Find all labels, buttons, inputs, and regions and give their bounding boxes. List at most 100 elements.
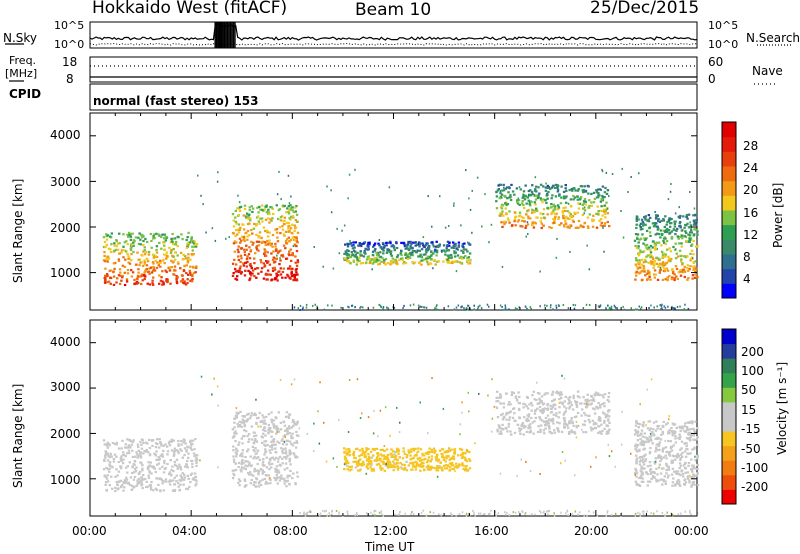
power-cell [558, 194, 561, 197]
power-cell [603, 250, 605, 253]
power-cell [645, 229, 649, 232]
velocity-cell [561, 401, 564, 404]
power-cell [239, 260, 242, 264]
velocity-cell [667, 432, 670, 435]
power-cell [522, 190, 526, 193]
power-cell [530, 201, 533, 204]
power-cell [692, 253, 695, 256]
power-cell [395, 262, 398, 265]
velocity-cell [541, 408, 545, 411]
velocity-cell [243, 423, 246, 426]
power-cell [336, 227, 338, 230]
velocity-cell [387, 459, 390, 462]
power-cell [371, 250, 375, 253]
power-cell [640, 263, 643, 266]
velocity-cell [235, 416, 238, 419]
power-cell [290, 195, 292, 198]
velocity-cell [640, 480, 644, 483]
velocity-cell [513, 412, 516, 415]
velocity-cell [394, 454, 398, 457]
velocity-cell [358, 455, 361, 458]
power-cell [284, 276, 287, 279]
power-cell [365, 261, 368, 264]
velocity-cell [657, 456, 660, 459]
velocity-cell [257, 425, 259, 428]
velocity-cell [681, 455, 684, 458]
power-cell [660, 308, 662, 310]
velocity-cell [291, 477, 294, 480]
velocity-cell [233, 421, 236, 424]
velocity-cell [634, 473, 636, 476]
power-cell [284, 240, 288, 243]
velocity-cell [274, 456, 278, 459]
power-cell [193, 240, 196, 243]
velocity-cell [461, 452, 465, 455]
power-cell [674, 257, 678, 260]
power-cell [505, 203, 508, 206]
velocity-cell [668, 450, 672, 453]
power-cell [234, 209, 237, 212]
velocity-cell [662, 456, 665, 459]
power-cell [417, 261, 421, 265]
velocity-cell [538, 397, 541, 400]
power-cell [480, 307, 483, 310]
velocity-cell [361, 450, 364, 453]
velocity-cell [538, 409, 542, 412]
velocity-cell [348, 379, 351, 381]
velocity-cell [419, 469, 422, 472]
power-cell [159, 265, 162, 268]
velocity-cell [684, 481, 688, 484]
velocity-cell [546, 392, 549, 395]
velocity-cell [461, 411, 463, 414]
power-cell [635, 226, 638, 230]
power-cell [692, 219, 696, 223]
power-cell [595, 196, 598, 199]
power-cell [289, 248, 292, 251]
velocity-cell [392, 469, 395, 472]
velocity-cell [178, 466, 181, 469]
velocity-cell [670, 426, 673, 430]
velocity-cell [396, 406, 398, 409]
power-cell [601, 170, 604, 173]
velocity-cell [187, 452, 190, 455]
power-cell [577, 188, 580, 191]
power-cell [546, 186, 549, 189]
power-cell [421, 242, 424, 245]
power-cell [529, 217, 532, 220]
velocity-cell [397, 513, 399, 516]
velocity-colorbar-segment [722, 416, 736, 432]
velocity-cell [139, 456, 143, 459]
power-cell [582, 200, 586, 203]
velocity-cell [237, 478, 241, 481]
power-cell [663, 305, 665, 308]
power-cell [405, 256, 408, 259]
power-cell [352, 259, 355, 262]
velocity-cell [405, 456, 408, 459]
power-cell [690, 231, 693, 234]
velocity-cell [173, 460, 176, 464]
velocity-cell [193, 472, 197, 475]
power-cell [253, 262, 256, 265]
power-cell [449, 261, 452, 264]
velocity-cell [637, 426, 640, 429]
velocity-cell [295, 430, 298, 433]
velocity-cell [259, 425, 262, 428]
velocity-cell [258, 411, 261, 415]
power-cell [579, 225, 582, 228]
power-cell [695, 245, 698, 248]
velocity-cell [676, 470, 680, 473]
velocity-cell [505, 413, 508, 416]
power-cell [279, 249, 282, 252]
velocity-cell [495, 406, 498, 409]
power-cell [690, 244, 693, 247]
velocity-cell [688, 439, 692, 442]
power-cell [316, 305, 318, 308]
power-cell [511, 190, 515, 193]
power-cell [295, 271, 298, 274]
velocity-cell [167, 480, 170, 483]
power-cell [268, 273, 271, 276]
power-cell [141, 279, 144, 282]
velocity-cell [132, 478, 136, 481]
velocity-cell [373, 409, 375, 412]
power-cell [254, 252, 257, 255]
